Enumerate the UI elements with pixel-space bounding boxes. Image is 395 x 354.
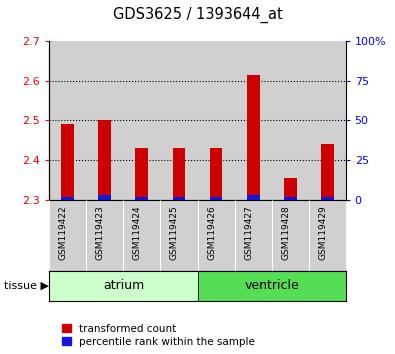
Bar bbox=[123, 41, 160, 200]
Bar bbox=[173, 197, 186, 200]
Bar bbox=[49, 200, 87, 271]
Bar bbox=[61, 197, 74, 200]
Bar bbox=[160, 200, 198, 271]
Bar bbox=[284, 197, 297, 200]
Text: GSM119428: GSM119428 bbox=[281, 206, 290, 261]
Bar bbox=[49, 41, 87, 200]
Text: GSM119425: GSM119425 bbox=[170, 206, 179, 261]
Legend: transformed count, percentile rank within the sample: transformed count, percentile rank withi… bbox=[62, 324, 255, 347]
Text: GSM119429: GSM119429 bbox=[318, 206, 327, 261]
Bar bbox=[308, 200, 346, 271]
Bar bbox=[209, 148, 222, 200]
Text: ventricle: ventricle bbox=[244, 279, 299, 292]
Bar bbox=[135, 148, 149, 200]
Bar bbox=[87, 200, 123, 271]
Bar bbox=[98, 195, 111, 200]
Bar bbox=[272, 200, 308, 271]
Text: GSM119427: GSM119427 bbox=[244, 206, 253, 261]
Bar bbox=[321, 144, 334, 200]
Bar bbox=[284, 178, 297, 200]
Text: GDS3625 / 1393644_at: GDS3625 / 1393644_at bbox=[113, 7, 282, 23]
Bar bbox=[246, 195, 260, 200]
Bar bbox=[49, 271, 198, 301]
Text: atrium: atrium bbox=[103, 279, 144, 292]
Text: GSM119424: GSM119424 bbox=[133, 206, 142, 260]
Bar bbox=[308, 41, 346, 200]
Text: tissue ▶: tissue ▶ bbox=[4, 281, 49, 291]
Bar bbox=[98, 120, 111, 200]
Bar bbox=[160, 41, 198, 200]
Text: GSM119423: GSM119423 bbox=[96, 206, 105, 261]
Bar bbox=[87, 41, 123, 200]
Bar bbox=[135, 197, 149, 200]
Bar bbox=[61, 124, 74, 200]
Bar bbox=[246, 75, 260, 200]
Bar bbox=[235, 41, 272, 200]
Text: GSM119422: GSM119422 bbox=[59, 206, 68, 260]
Bar bbox=[173, 148, 186, 200]
Bar bbox=[321, 197, 334, 200]
Bar bbox=[198, 200, 235, 271]
Bar bbox=[123, 200, 160, 271]
Bar bbox=[272, 41, 308, 200]
Bar bbox=[198, 271, 346, 301]
Bar bbox=[198, 41, 235, 200]
Text: GSM119426: GSM119426 bbox=[207, 206, 216, 261]
Bar bbox=[209, 197, 222, 200]
Bar bbox=[235, 200, 272, 271]
